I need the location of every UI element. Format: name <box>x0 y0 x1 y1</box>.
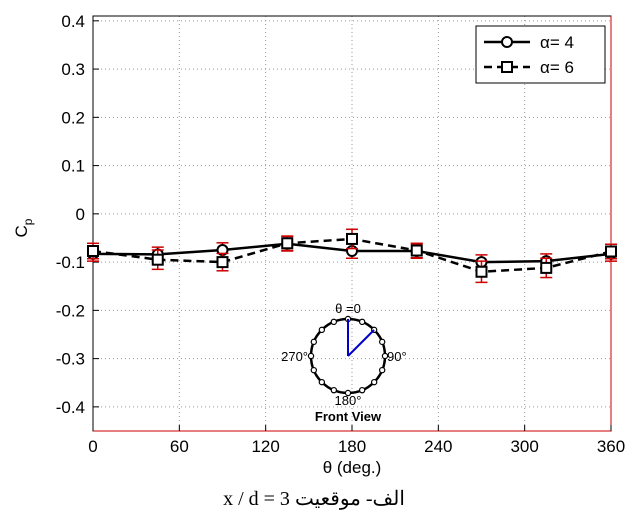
x-tick-label: 120 <box>251 437 279 456</box>
inset-tap-point <box>378 366 386 374</box>
x-tick-label: 360 <box>597 437 625 456</box>
legend: α= 4 α= 6 <box>475 25 606 84</box>
y-tick-label: -0.2 <box>56 301 85 320</box>
inset-theta-angle-line <box>347 329 375 357</box>
data-point <box>475 265 488 278</box>
inset-tap-point <box>307 352 315 360</box>
inset-tap-point <box>358 386 366 394</box>
data-point <box>346 232 358 245</box>
y-tick-label: 0.2 <box>61 108 85 127</box>
inset-tap-point <box>370 378 378 386</box>
inset-tap-point <box>318 326 326 334</box>
y-tick-label: -0.4 <box>56 398 85 417</box>
data-point <box>151 253 164 266</box>
inset-label-bottom: 180° <box>335 393 362 408</box>
inset-tap-point <box>378 338 386 346</box>
x-tick-labels: 0 60 120 180 240 300 360 <box>88 425 625 456</box>
data-point <box>605 245 617 258</box>
y-tick-labels: 0.4 0.3 0.2 0.1 0 -0.1 -0.2 -0.3 -0.4 <box>56 12 99 417</box>
data-point <box>540 261 553 274</box>
x-tick-label: 60 <box>170 437 189 456</box>
inset-tap-point <box>310 338 318 346</box>
y-tick-label: 0.1 <box>61 157 85 176</box>
x-axis-label: θ (deg.) <box>323 458 382 477</box>
inset-tap-point <box>381 352 389 360</box>
x-tick-label: 240 <box>424 437 452 456</box>
inset-tap-point <box>358 318 366 326</box>
data-point <box>410 244 423 257</box>
y-tick-label: 0.3 <box>61 60 85 79</box>
data-point <box>281 237 294 250</box>
y-tick-label: 0.4 <box>61 12 85 31</box>
inset-title: Front View <box>315 409 382 424</box>
y-axis-label: Cp <box>12 218 35 237</box>
front-view-inset: θ =0 270° 90° 180° Front View <box>281 301 407 424</box>
series-2 <box>87 228 617 284</box>
inset-label-right: 90° <box>387 349 407 364</box>
inset-label-top: θ =0 <box>335 301 361 316</box>
inset-pressure-taps <box>307 315 389 397</box>
inset-tap-point <box>330 318 338 326</box>
inset-tap-point <box>318 378 326 386</box>
legend-item-1: α= 4 <box>484 33 574 52</box>
inset-tap-point <box>310 366 318 374</box>
legend-marker <box>501 61 513 73</box>
legend-box <box>475 25 606 84</box>
x-tick-label: 300 <box>510 437 538 456</box>
legend-items: α= 4 α= 6 <box>484 33 574 77</box>
y-tick-label: 0 <box>76 205 85 224</box>
figure-caption: الف- موقعیت x / d = 3 <box>223 488 405 510</box>
y-tick-label: -0.1 <box>56 253 85 272</box>
inset-label-left: 270° <box>281 349 308 364</box>
data-point <box>216 256 229 269</box>
legend-label: α= 6 <box>540 58 574 77</box>
data-point <box>87 245 99 258</box>
svg-text:Cp: Cp <box>12 218 35 237</box>
x-tick-label: 0 <box>88 437 97 456</box>
legend-marker <box>501 36 513 48</box>
series-layer <box>87 228 617 284</box>
y-axis-label-sub: p <box>21 218 35 225</box>
x-tick-label: 180 <box>338 437 366 456</box>
y-tick-label: -0.3 <box>56 350 85 369</box>
legend-item-2: α= 6 <box>484 58 574 77</box>
inset-tap-point <box>344 389 352 397</box>
inset-tap-point <box>330 386 338 394</box>
y-axis-label-main: C <box>12 225 31 237</box>
legend-label: α= 4 <box>540 33 574 52</box>
